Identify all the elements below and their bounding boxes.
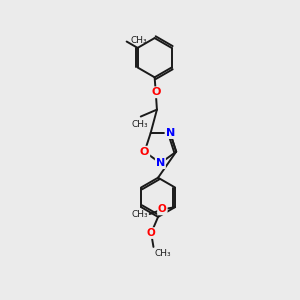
Text: O: O <box>140 147 149 157</box>
Text: CH₃: CH₃ <box>154 249 171 258</box>
Text: N: N <box>156 158 165 168</box>
Text: N: N <box>166 128 175 138</box>
Text: O: O <box>147 228 155 238</box>
Text: CH₃: CH₃ <box>131 120 148 129</box>
Text: O: O <box>158 204 167 214</box>
Text: O: O <box>151 87 160 97</box>
Text: CH₃: CH₃ <box>131 36 147 45</box>
Text: CH₃: CH₃ <box>131 209 148 218</box>
